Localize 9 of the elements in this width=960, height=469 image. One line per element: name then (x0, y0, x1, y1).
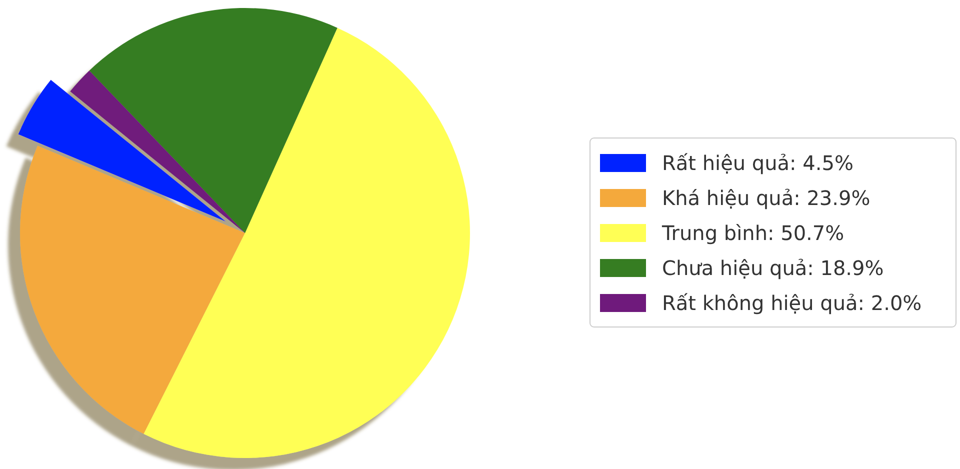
legend-label: Khá hiệu quả: 23.9% (662, 186, 870, 210)
pie-slice (89, 8, 338, 233)
pie-slice (144, 28, 470, 458)
pie-slice (20, 146, 245, 434)
legend-label: Chưa hiệu quả: 18.9% (662, 256, 884, 280)
legend-label: Rất hiệu quả: 4.5% (662, 151, 854, 175)
pie-slice (70, 70, 245, 233)
legend-label: Rất không hiệu quả: 2.0% (662, 291, 922, 315)
legend-label: Trung bình: 50.7% (661, 221, 844, 245)
